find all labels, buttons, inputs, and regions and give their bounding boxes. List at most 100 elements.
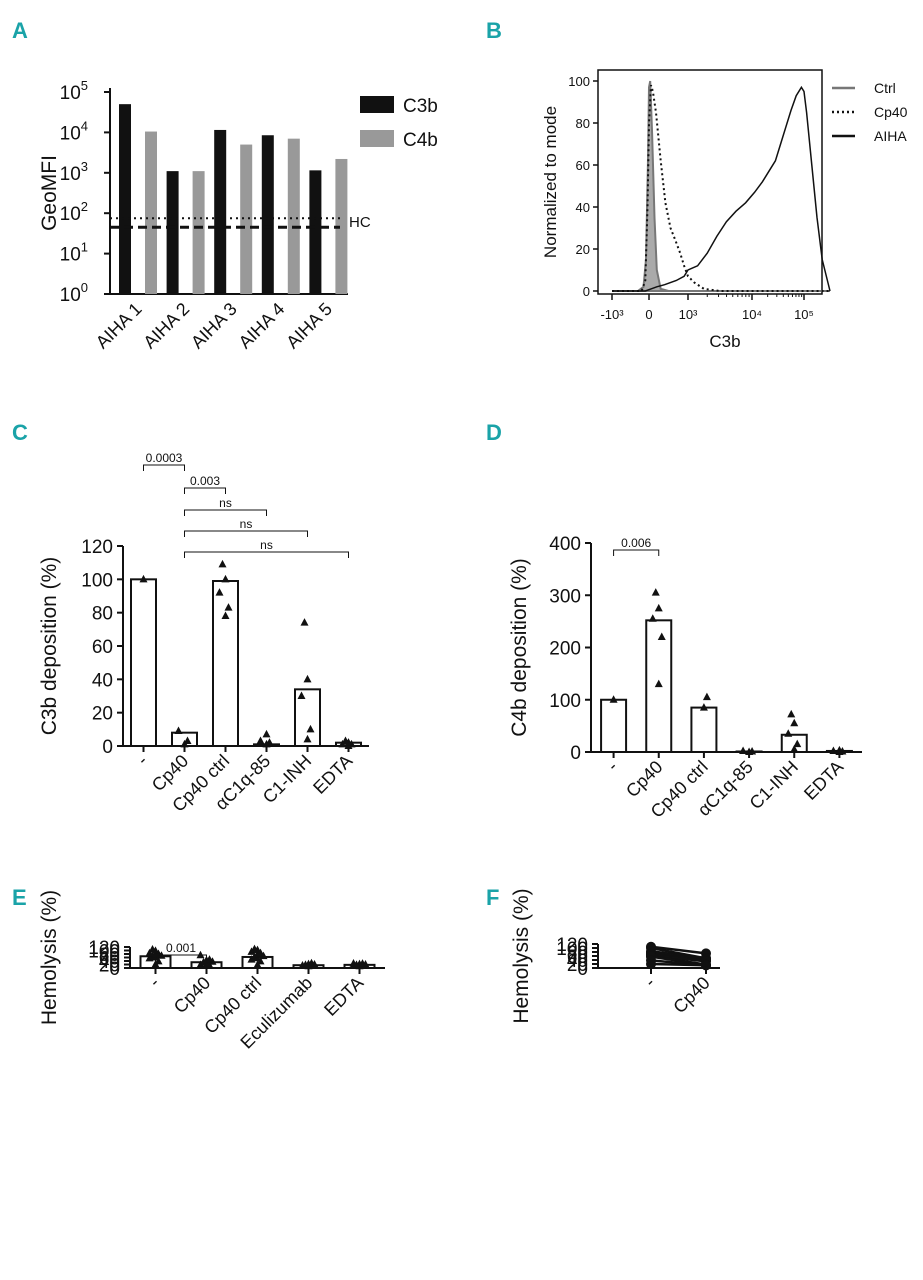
y-tick-label: 103 bbox=[60, 159, 88, 185]
x-tick-label: EDTA bbox=[320, 973, 367, 1020]
p-value-label: ns bbox=[260, 538, 273, 552]
data-point bbox=[265, 738, 274, 746]
data-point bbox=[748, 746, 757, 755]
data-point bbox=[648, 614, 657, 622]
data-point bbox=[262, 729, 271, 738]
data-point bbox=[218, 559, 227, 568]
data-point bbox=[790, 744, 799, 753]
legend-swatch-c4b bbox=[360, 130, 394, 147]
significance-bracket bbox=[155, 954, 207, 961]
data-point bbox=[250, 944, 259, 953]
legend-label-c3b: C3b bbox=[403, 96, 438, 117]
y-tick-label: 0 bbox=[102, 737, 113, 758]
y-tick-label: 0 bbox=[570, 743, 581, 764]
y-tick-label: 40 bbox=[576, 200, 590, 215]
y-tick-label: 100 bbox=[60, 280, 88, 306]
y-tick-label: 0 bbox=[577, 959, 588, 980]
pair-line bbox=[650, 945, 707, 955]
significance-bracket bbox=[184, 551, 349, 558]
panel-label-a: A bbox=[12, 18, 28, 43]
bar bbox=[212, 580, 239, 747]
data-point bbox=[654, 603, 663, 612]
x-tick-label: EDTA bbox=[800, 757, 847, 804]
bar-c4b bbox=[145, 131, 157, 294]
data-point bbox=[300, 618, 309, 626]
series-cp40 bbox=[612, 84, 830, 292]
bar-c3b bbox=[119, 104, 131, 294]
y-tick-label: 60 bbox=[576, 158, 590, 173]
x-tick-label: - bbox=[603, 757, 621, 775]
significance-bracket bbox=[184, 530, 308, 537]
bar-c3b bbox=[309, 170, 322, 294]
y-tick-label: 105 bbox=[60, 78, 88, 104]
x-tick-label: AIHA 1 bbox=[92, 299, 146, 353]
y-tick-label: 80 bbox=[99, 945, 120, 966]
y-tick-label: 0 bbox=[583, 284, 590, 299]
data-point bbox=[341, 736, 350, 744]
y-tick-label: 60 bbox=[567, 947, 588, 968]
y-axis-label: Hemolysis (%) bbox=[510, 888, 533, 1023]
data-point bbox=[654, 679, 663, 688]
significance-bracket bbox=[184, 487, 226, 494]
y-tick-label: 40 bbox=[92, 670, 113, 691]
data-point bbox=[784, 729, 793, 737]
x-tick-label: - bbox=[133, 751, 151, 769]
y-tick-label: 20 bbox=[92, 704, 113, 725]
y-tick-label: 101 bbox=[60, 240, 88, 266]
p-value-label: 0.006 bbox=[621, 536, 651, 550]
y-tick-label: 20 bbox=[576, 242, 590, 257]
x-tick-label: 10⁵ bbox=[794, 307, 814, 322]
data-point bbox=[183, 736, 192, 744]
y-axis-label: C3b deposition (%) bbox=[38, 557, 61, 736]
data-point bbox=[174, 726, 183, 734]
y-tick-label: 120 bbox=[556, 935, 588, 956]
plot-frame bbox=[597, 69, 823, 295]
y-tick-label: 120 bbox=[88, 938, 120, 959]
panel-label-d: D bbox=[486, 420, 502, 445]
hc-label: HC bbox=[349, 214, 371, 231]
data-point bbox=[139, 574, 148, 583]
x-tick-label: 0 bbox=[645, 307, 652, 322]
p-value-label: 0.0003 bbox=[146, 451, 183, 465]
p-value-label: ns bbox=[219, 496, 232, 510]
y-tick-label: 100 bbox=[556, 939, 588, 960]
legend-label-cp40: Cp40 bbox=[874, 104, 908, 120]
bar bbox=[600, 698, 628, 753]
x-tick-label: - bbox=[145, 973, 163, 991]
y-tick-label: 80 bbox=[576, 116, 590, 131]
y-axis-label: C4b deposition (%) bbox=[508, 558, 531, 737]
data-point bbox=[829, 746, 838, 754]
y-tick-label: 400 bbox=[549, 534, 581, 555]
y-tick-label: 60 bbox=[99, 949, 120, 970]
y-tick-label: 120 bbox=[81, 537, 113, 558]
y-tick-label: 20 bbox=[99, 956, 120, 977]
data-point bbox=[702, 692, 711, 701]
y-axis-label: Hemolysis (%) bbox=[38, 890, 61, 1025]
y-tick-label: 200 bbox=[549, 639, 581, 660]
series-ctrl bbox=[612, 80, 830, 292]
y-tick-label: 104 bbox=[60, 118, 88, 144]
panel-label-b: B bbox=[486, 18, 502, 43]
legend-label-ctrl: Ctrl bbox=[874, 80, 896, 96]
x-tick-label: EDTA bbox=[309, 751, 356, 798]
data-point bbox=[787, 709, 796, 718]
legend-label-c4b: C4b bbox=[403, 130, 438, 151]
data-point bbox=[154, 956, 163, 965]
data-point bbox=[303, 734, 312, 743]
p-value-label: 0.003 bbox=[190, 474, 220, 488]
x-tick-label: Cp40 bbox=[170, 973, 215, 1018]
p-value-label: 0.001 bbox=[166, 941, 196, 955]
x-tick-label: AIHA 3 bbox=[187, 299, 241, 353]
bar-c4b bbox=[192, 171, 205, 294]
y-tick-label: 100 bbox=[81, 570, 113, 591]
x-tick-label: AIHA 4 bbox=[235, 299, 289, 353]
data-point bbox=[646, 959, 656, 969]
bar-c4b bbox=[287, 138, 300, 294]
bar-c3b bbox=[166, 171, 179, 294]
series-aiha bbox=[612, 85, 831, 292]
y-tick-label: 40 bbox=[99, 952, 120, 973]
y-axis-label: Normalized to mode bbox=[541, 106, 560, 258]
pair-line bbox=[650, 962, 707, 967]
